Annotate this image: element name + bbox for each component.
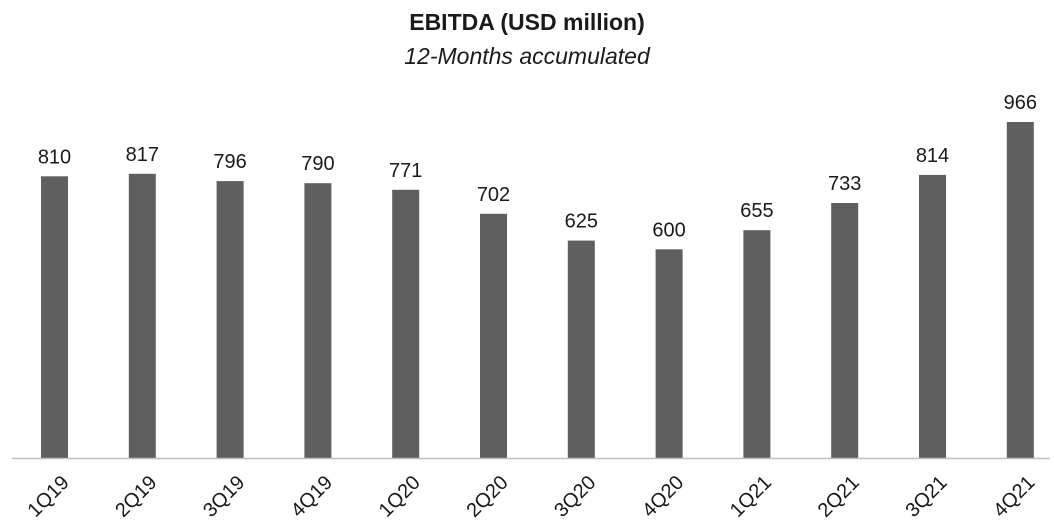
- data-labels-group: 810 817 796 790 771 702 625 600 655 733 814 966: [38, 92, 1037, 241]
- x-tick-label-4q20: 4Q20: [638, 472, 688, 522]
- data-label-2q19: 817: [126, 144, 159, 166]
- bar-4q21: [1006, 122, 1034, 458]
- x-tick-label-3q21: 3Q21: [901, 472, 951, 522]
- data-label-1q19: 810: [38, 146, 71, 168]
- data-label-2q21: 733: [828, 173, 861, 195]
- bar-2q21: [831, 203, 859, 458]
- data-label-4q19: 790: [301, 153, 334, 175]
- data-label-1q21: 655: [740, 200, 773, 222]
- x-tick-label-1q20: 1Q20: [375, 472, 425, 522]
- data-label-3q21: 814: [916, 145, 949, 167]
- bar-3q21: [919, 174, 946, 458]
- x-tick-label-4q19: 4Q19: [287, 472, 337, 522]
- bar-1q20: [392, 189, 420, 459]
- x-tick-label-2q20: 2Q20: [462, 472, 512, 522]
- bar-2q20: [480, 213, 507, 458]
- x-tick-label-4q21: 4Q21: [989, 472, 1039, 522]
- bars-group: [41, 122, 1034, 459]
- x-tick-label-2q19: 2Q19: [111, 472, 161, 522]
- bar-3q20: [567, 240, 595, 458]
- data-label-4q20: 600: [652, 219, 685, 241]
- bar-1q21: [743, 230, 771, 458]
- data-label-3q20: 625: [565, 211, 598, 233]
- bar-4q19: [304, 183, 332, 458]
- data-label-1q20: 771: [389, 160, 422, 182]
- data-label-4q21: 966: [1004, 92, 1037, 114]
- chart-subtitle: 12-Months accumulated: [404, 43, 651, 69]
- bar-4q20: [655, 249, 683, 458]
- x-tick-label-2q21: 2Q21: [814, 472, 864, 522]
- data-label-2q20: 702: [477, 184, 510, 206]
- bar-2q19: [128, 173, 156, 459]
- x-tick-label-1q21: 1Q21: [726, 472, 776, 522]
- x-tick-label-3q19: 3Q19: [199, 472, 249, 522]
- x-tick-labels-group: 1Q19 2Q19 3Q19 4Q19 1Q20 2Q20 3Q20 4Q20 1Q21 2Q21…: [23, 472, 1039, 522]
- bar-1q19: [41, 176, 68, 459]
- x-tick-label-3q20: 3Q20: [550, 472, 600, 522]
- chart-title: EBITDA (USD million): [409, 9, 645, 35]
- data-label-3q19: 796: [213, 151, 246, 173]
- x-tick-label-1q19: 1Q19: [23, 472, 73, 522]
- bar-3q19: [216, 181, 244, 458]
